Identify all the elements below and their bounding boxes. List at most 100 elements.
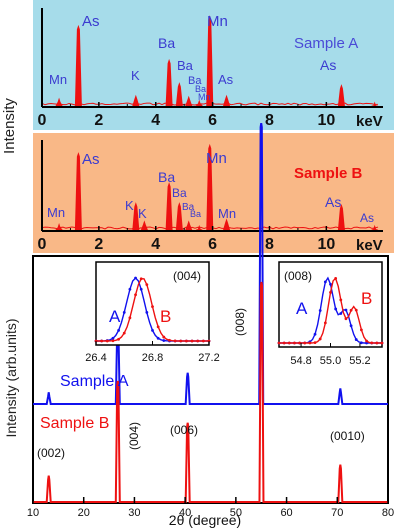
inset-data-point	[140, 288, 143, 291]
eds-a-xlabel: keV	[356, 113, 383, 130]
inset-data-point	[283, 342, 286, 345]
inset-data-point	[202, 340, 205, 343]
inset-data-point	[134, 293, 137, 296]
hkl-004: (004)	[127, 422, 141, 450]
inset-data-point	[129, 316, 132, 319]
eds-peak-label: Ba	[172, 186, 187, 200]
inset-data-point	[314, 333, 317, 336]
inset-data-point	[350, 324, 353, 327]
xrd-tick-label: 10	[27, 507, 39, 519]
inset-data-point	[129, 288, 132, 291]
eds-peak-label: Mn	[198, 92, 211, 102]
inset-data-point	[339, 312, 342, 315]
inset-tick-label: 55.2	[349, 355, 370, 367]
eds-peak-label: Ba	[158, 169, 175, 185]
xrd-series-b-label: Sample B	[40, 415, 109, 432]
xrd-xlabel: 2θ (degree)	[169, 512, 241, 528]
eds-peak-label: Ba	[190, 209, 201, 219]
inset-data-point	[106, 340, 109, 343]
inset-data-point	[339, 299, 342, 302]
inset-data-point	[168, 339, 171, 342]
inset-004-series-a: A	[109, 307, 121, 326]
inset-data-point	[355, 338, 358, 341]
inset-data-point	[365, 340, 368, 343]
hkl-008: (008)	[233, 308, 247, 336]
eds-peak-label: Mn	[207, 13, 228, 30]
eds-peak-label: Mn	[206, 150, 227, 167]
inset-data-point	[100, 340, 103, 343]
eds-tick-label: 2	[94, 236, 103, 253]
inset-008-label: (008)	[284, 269, 312, 283]
inset-tick-label: 27.2	[198, 352, 219, 364]
eds-tick-label: 10	[317, 236, 335, 253]
eds-peak-label: As	[82, 13, 100, 30]
xrd-tick-label: 30	[128, 507, 140, 519]
eds-peak-label: Ba	[158, 35, 175, 51]
inset-data-point	[185, 340, 188, 343]
xrd-series-a-label: Sample A	[60, 373, 129, 390]
xrd-tick-label: 70	[331, 507, 343, 519]
inset-data-point	[288, 342, 291, 345]
eds-peak-label: Mn	[47, 205, 65, 220]
eds-tick-label: 6	[208, 236, 217, 253]
inset-data-point	[151, 305, 154, 308]
inset-data-point	[345, 309, 348, 312]
eds-tick-label: 2	[94, 112, 103, 129]
xrd-tick-label: 20	[78, 507, 90, 519]
inset-data-point	[319, 338, 322, 341]
inset-data-point	[117, 338, 120, 341]
eds-panel-sample-b: 0 2 4 6 8 10 MnAsKKBaBaBaBaMnMnAsAs Sample B …	[33, 133, 394, 254]
eds-intensity-label: Intensity	[1, 98, 18, 154]
inset-data-point	[162, 339, 165, 342]
inset-data-point	[293, 342, 296, 345]
inset-tick-label: 55.0	[320, 355, 341, 367]
eds-tick-label: 4	[151, 236, 160, 253]
xrd-tick-label: 60	[280, 507, 292, 519]
eds-peak-label: As	[360, 211, 374, 225]
inset-data-point	[112, 339, 115, 342]
inset-data-point	[123, 311, 126, 314]
eds-tick-label: 4	[151, 112, 160, 129]
eds-tick-label: 6	[208, 112, 217, 129]
hkl-006: (006)	[170, 423, 198, 437]
eds-a-legend: Sample A	[294, 35, 358, 52]
inset-data-point	[370, 341, 373, 344]
inset-data-point	[334, 277, 337, 280]
eds-panel-sample-a: 0 2 4 6 8 10 MnAsKBaBaBaBaMnMnAsAs Sample A k…	[33, 0, 394, 130]
inset-tick-label: 54.8	[290, 355, 311, 367]
eds-b-legend: Sample B	[294, 165, 363, 182]
eds-tick-label: 10	[317, 112, 335, 129]
inset-data-point	[123, 332, 126, 335]
hkl-0010: (0010)	[330, 429, 365, 443]
xrd-intensity-label: Intensity (arb.units)	[3, 318, 19, 437]
eds-peak-label: K	[138, 206, 147, 221]
eds-peak-label: Mn	[49, 72, 67, 87]
eds-peak-label: K	[125, 198, 134, 213]
inset-data-point	[375, 342, 378, 345]
inset-tick-label: 26.4	[85, 352, 106, 364]
inset-data-point	[350, 309, 353, 312]
inset-data-point	[117, 329, 120, 332]
inset-data-point	[303, 342, 306, 345]
eds-peak-label: Ba	[177, 58, 194, 73]
xrd-tick-label: 80	[382, 507, 394, 519]
inset-008-series-a: A	[296, 299, 308, 318]
inset-data-point	[174, 340, 177, 343]
inset-data-point	[309, 342, 312, 345]
inset-data-point	[324, 281, 327, 284]
inset-data-point	[278, 342, 281, 345]
inset-data-point	[381, 342, 384, 345]
inset-data-point	[329, 291, 332, 294]
inset-data-point	[112, 337, 115, 340]
inset-data-point	[360, 328, 363, 331]
inset-008-series-b: B	[361, 289, 372, 308]
inset-data-point	[179, 340, 182, 343]
inset-data-point	[345, 317, 348, 320]
eds-peak-label: Mn	[218, 206, 236, 221]
eds-b-xlabel: keV	[356, 237, 383, 254]
inset-004-label: (004)	[173, 269, 201, 283]
inset-data-point	[145, 283, 148, 286]
hkl-002: (002)	[37, 446, 65, 460]
inset-004-series-b: B	[160, 307, 171, 326]
